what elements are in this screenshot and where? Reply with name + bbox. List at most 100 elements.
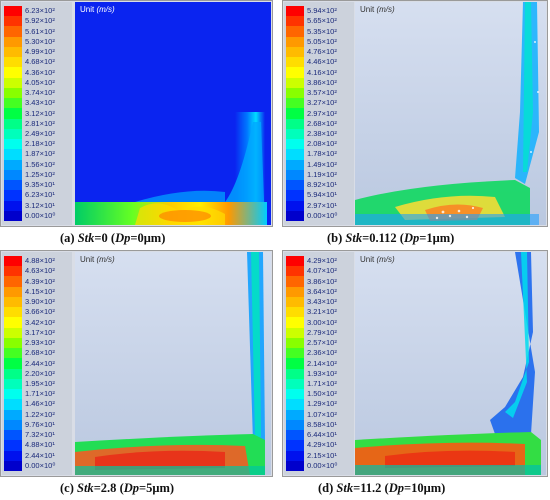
legend-swatch [286,317,304,329]
unit-text: Unit [80,255,95,264]
legend-tick-label: 9.76×10¹ [25,419,55,429]
legend-tick-label: 3.57×10² [307,88,337,98]
legend-tick-label: 2.14×10² [307,358,337,368]
legend-swatch [286,409,304,421]
unit-text: Unit [80,5,95,14]
legend-swatch [286,368,304,380]
legend-swatch [4,419,22,431]
color-legend-c: 4.88×10² 4.63×10² 4.39×10² 4.15×10² 3.90×10²… [2,252,72,475]
color-legend-d: 4.29×10² 4.07×10² 3.86×10² 3.64×10² 3.43×10²… [284,252,354,475]
legend-tick-label: 1.95×10² [25,378,55,388]
caption-stk-value: =0 [94,231,108,245]
legend-swatch [286,6,304,17]
legend-tick-label: 6.23×10² [25,6,55,16]
caption-d: (d) Stk=11.2 (Dp=10μm) [318,481,446,495]
legend-tick-label: 1.50×10² [307,389,337,399]
legend-tick-label: 5.65×10² [307,16,337,26]
legend-tick-label: 4.29×10¹ [307,440,337,450]
legend-tick-label: 3.21×10² [307,307,337,317]
legend-swatch [4,348,22,359]
legend-tick-label: 4.07×10² [307,266,337,276]
caption-stk-value: =0.112 [362,231,397,245]
legend-swatch [4,276,22,288]
legend-tick-label: 1.71×10² [307,378,337,388]
legend-tick-label: 4.63×10² [25,266,55,276]
legend-swatch [4,159,22,171]
legend-tick-label: 5.35×10² [307,26,337,36]
unit-label-d: Unit (m/s) [360,255,395,264]
legend-swatch [4,169,22,181]
legend-tick-label: 5.94×10² [307,6,337,16]
legend-tick-label: 4.68×10² [25,57,55,67]
legend-swatch [286,36,304,48]
legend-tick-label: 3.64×10² [307,286,337,296]
legend-swatch [4,77,22,89]
caption-tag: (a) [60,231,75,245]
legend-tick-label: 1.19×10² [307,169,337,179]
legend-tick-label: 3.12×10² [25,108,55,118]
legend-tick-label: 3.86×10² [307,77,337,87]
legend-swatch [286,460,304,472]
caption-dp-value: =0μm) [130,231,166,245]
unit-symbol: (m/s) [376,255,395,264]
legend-tick-label: 3.74×10² [25,88,55,98]
legend-swatch [286,327,304,339]
legend-swatch [4,307,22,318]
legend-tick-label: 8.58×10¹ [307,419,337,429]
legend-swatch [286,108,304,120]
legend-swatch [4,399,22,411]
legend-tick-label: 2.15×10¹ [307,450,337,460]
legend-swatch [286,98,304,109]
legend-tick-label: 2.18×10² [25,139,55,149]
legend-tick-label: 4.16×10² [307,67,337,77]
legend-tick-label: 3.00×10² [307,317,337,327]
plot-frame-b: 5.94×10² 5.65×10² 5.35×10² 5.05×10² 4.76×10²… [282,0,548,227]
panel-b: 5.94×10² 5.65×10² 5.35×10² 5.05×10² 4.76×10²… [282,0,550,250]
velocity-contour-a [75,2,271,225]
legend-tick-label: 1.78×10² [307,149,337,159]
legend-tick-label: 4.76×10² [307,47,337,57]
legend-tick-label: 4.36×10² [25,67,55,77]
caption-dp: Dp [123,481,140,495]
caption-tag: (b) [327,231,343,245]
particle-velocity-c [75,252,265,475]
legend-tick-label: 2.38×10² [307,128,337,138]
legend-tick-label: 8.92×10¹ [307,180,337,190]
legend-tick-label: 1.49×10² [307,159,337,169]
legend-tick-label: 3.66×10² [25,307,55,317]
legend-tick-label: 3.90×10² [25,297,55,307]
legend-swatch [4,16,22,27]
legend-tick-label: 4.29×10² [307,256,337,266]
legend-swatch [4,200,22,212]
legend-swatch [4,358,22,370]
unit-symbol: (m/s) [96,255,115,264]
legend-tick-label: 4.46×10² [307,57,337,67]
caption-tag: (c) [60,481,74,495]
legend-swatch [286,180,304,191]
caption-dp: Dp [388,481,404,495]
caption-a: (a) Stk=0 (Dp=0μm) [60,231,166,245]
velocity-field-d: Unit (m/s) [355,252,546,475]
color-legend-b: 5.94×10² 5.65×10² 5.35×10² 5.05×10² 4.76×10²… [284,2,354,225]
legend-tick-label: 9.35×10¹ [25,180,55,190]
legend-swatch [4,139,22,150]
legend-swatch [286,149,304,161]
legend-swatch [4,98,22,109]
legend-tick-label: 1.93×10² [307,368,337,378]
legend-swatch [286,210,304,222]
plot-frame-a: 6.23×10² 5.92×10² 5.61×10² 5.30×10² 4.99×10²… [0,0,273,227]
velocity-field-a: Unit (m/s) [75,2,271,225]
plot-frame-d: 4.29×10² 4.07×10² 3.86×10² 3.64×10² 3.43×10²… [282,250,548,477]
unit-label-a: Unit (m/s) [80,5,115,14]
legend-tick-label: 4.88×10² [25,256,55,266]
caption-stk-value: =2.8 [93,481,117,495]
legend-swatch [286,77,304,89]
legend-tick-label: 3.86×10² [307,276,337,286]
legend-tick-label: 2.08×10² [307,139,337,149]
legend-swatch [4,87,22,99]
legend-tick-label: 2.68×10² [307,118,337,128]
plot-frame-c: 4.88×10² 4.63×10² 4.39×10² 4.15×10² 3.90×10²… [0,250,273,477]
legend-swatch [4,67,22,79]
legend-tick-label: 2.97×10² [307,108,337,118]
legend-swatch [4,108,22,120]
